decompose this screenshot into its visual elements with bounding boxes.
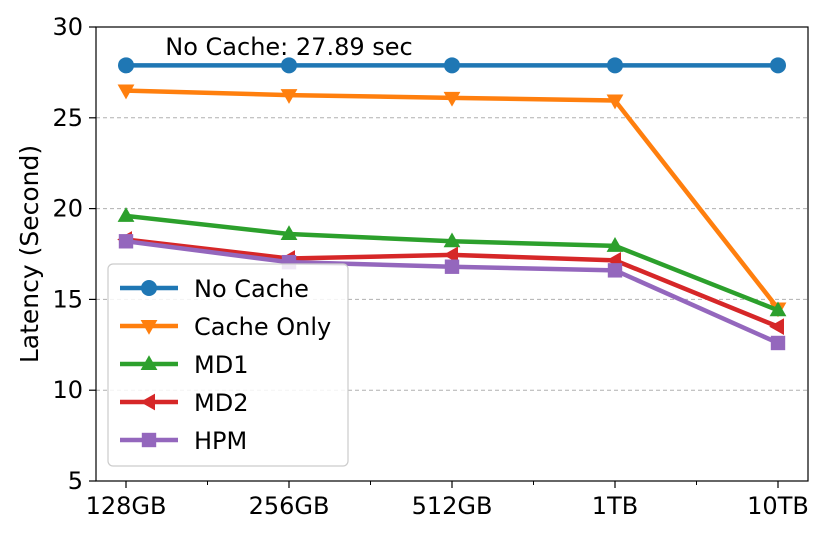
data-point — [444, 57, 460, 74]
data-point — [281, 57, 297, 74]
legend-marker — [140, 320, 158, 335]
data-point — [770, 57, 786, 74]
legend-marker — [141, 280, 157, 296]
data-point — [443, 232, 461, 248]
legend-label: Cache Only — [194, 313, 331, 341]
data-point — [443, 246, 458, 264]
legend-box — [107, 263, 349, 467]
series-layer — [117, 57, 787, 351]
series-cache-only — [117, 84, 787, 318]
legend-marker — [140, 355, 158, 370]
legend: No Cache Cache Only MD1 MD2 HPM — [107, 263, 349, 467]
series-hpm — [118, 234, 786, 351]
data-point — [607, 263, 623, 278]
data-point — [606, 237, 624, 252]
legend-label: HPM — [194, 427, 247, 455]
y-axis-label: Latency (Second) — [15, 145, 44, 363]
y-tick-label: 20 — [52, 195, 83, 223]
x-tick-label: 10TB — [747, 492, 809, 520]
y-tick-label: 25 — [52, 104, 83, 132]
legend-marker — [140, 393, 155, 411]
data-point — [606, 94, 624, 110]
data-point — [117, 84, 135, 100]
data-point — [770, 335, 786, 351]
data-point — [280, 89, 298, 104]
legend-entry: MD2 — [120, 389, 248, 417]
series-no-cache — [118, 57, 786, 74]
x-tick-label: 512GB — [412, 492, 493, 520]
data-point — [607, 57, 623, 74]
legend-entry: No Cache — [120, 275, 309, 303]
legend-label: MD1 — [194, 351, 248, 379]
legend-entry: Cache Only — [120, 313, 331, 341]
data-point — [769, 301, 787, 317]
data-point — [443, 91, 461, 107]
legend-entry: MD1 — [120, 351, 248, 379]
data-point — [769, 318, 784, 336]
data-point — [118, 234, 134, 249]
x-tick-label: 128GB — [86, 492, 167, 520]
data-point — [117, 207, 135, 222]
x-tick-label: 256GB — [249, 492, 330, 520]
legend-entry: HPM — [120, 427, 247, 455]
y-tick-label: 15 — [52, 285, 83, 313]
y-tick-label: 10 — [52, 376, 83, 404]
legend-marker — [141, 432, 157, 448]
axes-layer: 5 10 15 20 25 30 128GB 256GB 512GB 1TB 10TB Latency… — [15, 13, 809, 520]
y-tick-label: 30 — [52, 13, 83, 41]
x-tick-label: 1TB — [592, 492, 638, 520]
series-md1 — [117, 207, 787, 317]
annotation-no-cache: No Cache: 27.89 sec — [165, 33, 412, 61]
data-point — [444, 259, 460, 274]
legend-label: MD2 — [194, 389, 248, 417]
y-tick-label: 5 — [68, 467, 83, 495]
data-point — [280, 225, 298, 241]
data-point — [118, 57, 134, 74]
legend-label: No Cache — [194, 275, 309, 303]
annotation-layer: No Cache: 27.89 sec — [165, 33, 412, 61]
